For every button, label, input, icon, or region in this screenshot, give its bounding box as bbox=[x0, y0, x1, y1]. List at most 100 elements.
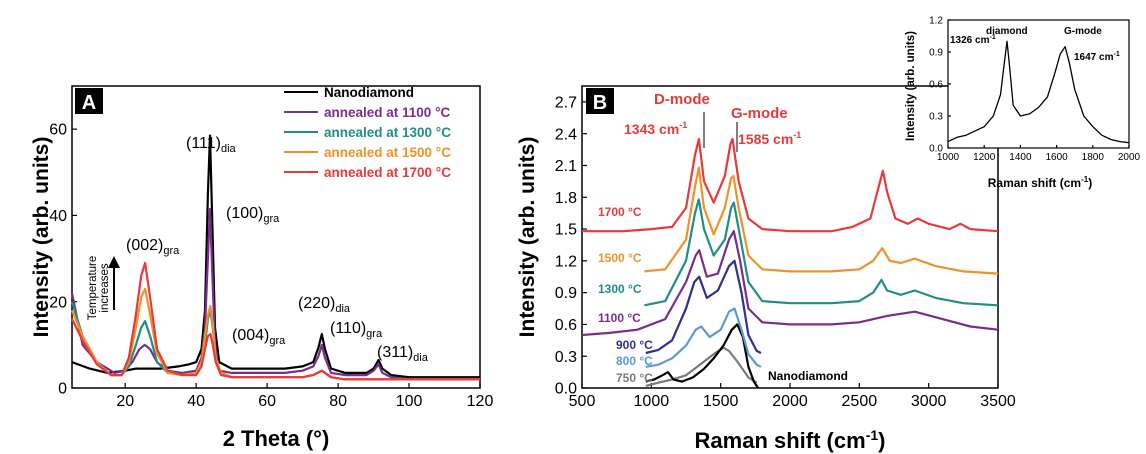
legend-label: Nanodiamond bbox=[324, 85, 414, 100]
legend-label: annealed at 1500 °C bbox=[324, 145, 451, 160]
curve-label-800: 800 °C bbox=[616, 354, 653, 368]
series-line-1100-c bbox=[581, 230, 999, 337]
x-tick-label: 1000 bbox=[937, 152, 960, 163]
y-tick-label: 0.6 bbox=[929, 80, 943, 91]
series-line-nanodiamond bbox=[71, 134, 480, 379]
inset-x-axis-title: Raman shift (cm-1) bbox=[988, 175, 1092, 190]
y-tick-label: 0.0 bbox=[929, 144, 943, 155]
x-tick-label: 3500 bbox=[980, 393, 1016, 410]
panel-a-xrd-chart: 20 40 60 80 100 120 0 20 40 60 A 2 Theta (°) Int… bbox=[30, 85, 493, 451]
inset-background bbox=[948, 16, 1136, 148]
y-tick-label: 0.9 bbox=[929, 48, 943, 59]
x-tick-label: 1500 bbox=[703, 393, 739, 410]
x-tick-label: 60 bbox=[258, 393, 276, 410]
curve-label-1700: 1700 °C bbox=[598, 205, 642, 219]
x-tick-label: 2000 bbox=[772, 393, 808, 410]
y-tick-label: 1.5 bbox=[555, 222, 577, 239]
curve-label-1100: 1100 °C bbox=[598, 311, 641, 325]
arrow-label-line1: Temperature bbox=[87, 256, 99, 321]
x-tick-label: 100 bbox=[396, 393, 423, 410]
legend-item-nanodiamond: Nanodiamond bbox=[284, 85, 414, 100]
curve-label-1300: 1300 °C bbox=[598, 282, 642, 296]
panel-b-badge bbox=[586, 88, 614, 114]
series-line-900-c bbox=[645, 259, 762, 355]
legend-label: annealed at 1300 °C bbox=[324, 125, 451, 140]
arrow-label-line2: increases bbox=[99, 263, 111, 312]
y-tick-label: 0.9 bbox=[555, 285, 577, 302]
x-tick-label: 1200 bbox=[973, 152, 996, 163]
panel-b-series-lines bbox=[581, 137, 999, 389]
panel-a-y-axis-title: Intensity (arb. units) bbox=[30, 137, 53, 338]
inset-gmode-label: G-mode bbox=[1064, 26, 1102, 37]
curve-label-1500: 1500 °C bbox=[598, 251, 642, 265]
x-tick-label: 2000 bbox=[1118, 152, 1141, 163]
legend-item-1100: annealed at 1100 °C bbox=[284, 105, 450, 120]
panel-b-x-axis-title: Raman shift (cm-1) bbox=[695, 427, 886, 453]
y-tick-label: 40 bbox=[49, 208, 67, 225]
curve-label-nanodiamond: Nanodiamond bbox=[768, 369, 848, 383]
d-mode-annotation: D-mode 1343 cm-1 bbox=[624, 91, 710, 148]
x-tick-label: 2500 bbox=[842, 393, 878, 410]
panel-a-legend: Nanodiamond annealed at 1100 °C annealed… bbox=[284, 85, 451, 180]
x-tick-label: 40 bbox=[187, 393, 205, 410]
peak-label-100: (100)gra bbox=[226, 205, 280, 225]
x-tick-label: 1400 bbox=[1009, 152, 1032, 163]
curve-label-900: 900 °C bbox=[616, 338, 653, 352]
legend-item-1300: annealed at 1300 °C bbox=[284, 125, 451, 140]
y-tick-label: 2.1 bbox=[555, 158, 577, 175]
series-line-nanodiamond bbox=[645, 323, 760, 389]
y-tick-label: 60 bbox=[49, 122, 67, 139]
panel-a-series-lines bbox=[70, 134, 480, 381]
panel-b-y-ticks: 0.0 0.3 0.6 0.9 1.2 1.5 1.8 2.1 2.4 2.7 bbox=[555, 94, 587, 398]
peak-label-311: (311)dia bbox=[377, 344, 429, 364]
g-mode-annotation: G-mode 1585 cm-1 bbox=[731, 105, 801, 152]
x-tick-label: 3000 bbox=[911, 393, 947, 410]
x-tick-label: 80 bbox=[329, 393, 347, 410]
inset-gmode-value: 1647 cm-1 bbox=[1074, 51, 1120, 63]
x-tick-label: 20 bbox=[116, 393, 134, 410]
legend-label: annealed at 1700 °C bbox=[324, 165, 451, 180]
y-tick-label: 20 bbox=[49, 294, 67, 311]
series-line-750-c bbox=[645, 346, 758, 387]
d-mode-value: 1343 cm-1 bbox=[624, 120, 687, 137]
y-tick-label: 0.3 bbox=[555, 349, 577, 366]
panel-b-x-ticks: 500 1000 1500 2000 2500 3000 3500 bbox=[569, 383, 1016, 410]
y-tick-label: 2.4 bbox=[555, 126, 577, 143]
y-tick-label: 0.0 bbox=[555, 381, 577, 398]
y-tick-label: 0.6 bbox=[555, 317, 577, 334]
series-line-1700-c bbox=[582, 137, 999, 233]
panel-a-y-ticks: 0 20 40 60 bbox=[49, 122, 77, 398]
series-line-800-c bbox=[645, 307, 762, 368]
peak-label-110: (110)gra bbox=[330, 320, 383, 340]
inset-raman-chart: 1000 1200 1400 1600 1800 2000 0.0 0.3 0.6 0.9 1.2… bbox=[905, 16, 1141, 191]
inset-series-lines bbox=[947, 40, 1130, 144]
inset-y-ticks: 0.0 0.3 0.6 0.9 1.2 bbox=[929, 16, 951, 155]
panel-b-raman-chart: 500 1000 1500 2000 2500 3000 3500 0.0 0.3 0.6 0.9… bbox=[516, 85, 1016, 453]
peak-label-002: (002)gra bbox=[126, 237, 180, 257]
panel-a-plot-frame bbox=[71, 85, 481, 389]
y-tick-label: 1.2 bbox=[929, 16, 943, 27]
peak-label-004: (004)gra bbox=[232, 327, 286, 347]
d-mode-label: D-mode bbox=[654, 91, 710, 108]
legend-item-1700: annealed at 1700 °C bbox=[284, 165, 451, 180]
curve-label-750: 750 °C bbox=[616, 371, 653, 385]
panel-b-y-axis-title: Intensity (arb. units) bbox=[516, 137, 539, 338]
y-tick-label: 1.8 bbox=[555, 190, 577, 207]
series-line-annealed-at-1700-c bbox=[71, 261, 480, 381]
legend-label: annealed at 1100 °C bbox=[324, 105, 450, 120]
arrow-head bbox=[108, 256, 120, 268]
series-line-1300-c bbox=[644, 198, 999, 307]
y-tick-label: 0 bbox=[58, 381, 67, 398]
x-tick-label: 1600 bbox=[1045, 152, 1068, 163]
x-tick-label: 120 bbox=[467, 393, 494, 410]
panel-b-label: B bbox=[593, 92, 607, 114]
x-tick-label: 500 bbox=[569, 393, 596, 410]
inset-diamond-value: 1326 cm-1 bbox=[950, 34, 996, 46]
y-tick-label: 0.3 bbox=[929, 112, 943, 123]
inset-y-axis-title: Intensity (arb. units) bbox=[905, 31, 917, 141]
panel-a-label: A bbox=[82, 92, 96, 114]
inset-x-ticks: 1000 1200 1400 1600 1800 2000 bbox=[937, 145, 1141, 163]
peak-label-220: (220)dia bbox=[298, 295, 351, 315]
x-tick-label: 1800 bbox=[1082, 152, 1105, 163]
